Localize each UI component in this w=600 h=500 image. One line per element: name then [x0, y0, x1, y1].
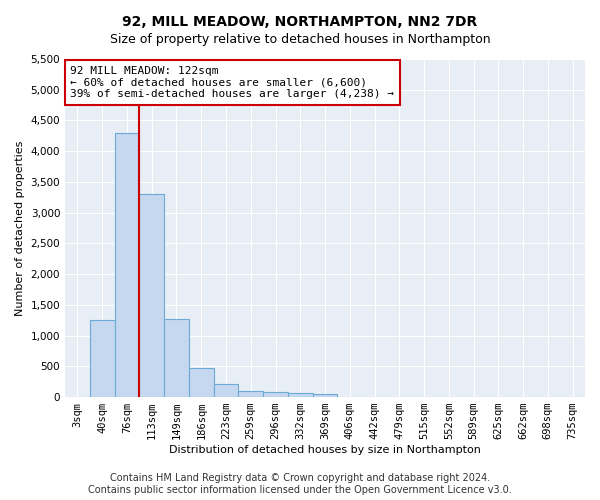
Text: Size of property relative to detached houses in Northampton: Size of property relative to detached ho… [110, 32, 490, 46]
Bar [214, 384, 238, 397]
Bar [90, 320, 115, 397]
Text: Contains HM Land Registry data © Crown copyright and database right 2024.
Contai: Contains HM Land Registry data © Crown c… [88, 474, 512, 495]
Text: 92 MILL MEADOW: 122sqm
← 60% of detached houses are smaller (6,600)
39% of semi-: 92 MILL MEADOW: 122sqm ← 60% of detached… [70, 66, 394, 99]
X-axis label: Distribution of detached houses by size in Northampton: Distribution of detached houses by size … [169, 445, 481, 455]
Bar [288, 394, 313, 397]
Bar [189, 368, 214, 397]
Bar [164, 319, 189, 397]
Bar [313, 394, 337, 397]
Y-axis label: Number of detached properties: Number of detached properties [15, 140, 25, 316]
Bar [238, 391, 263, 397]
Bar [263, 392, 288, 397]
Bar [115, 133, 139, 397]
Text: 92, MILL MEADOW, NORTHAMPTON, NN2 7DR: 92, MILL MEADOW, NORTHAMPTON, NN2 7DR [122, 15, 478, 29]
Bar [139, 194, 164, 397]
